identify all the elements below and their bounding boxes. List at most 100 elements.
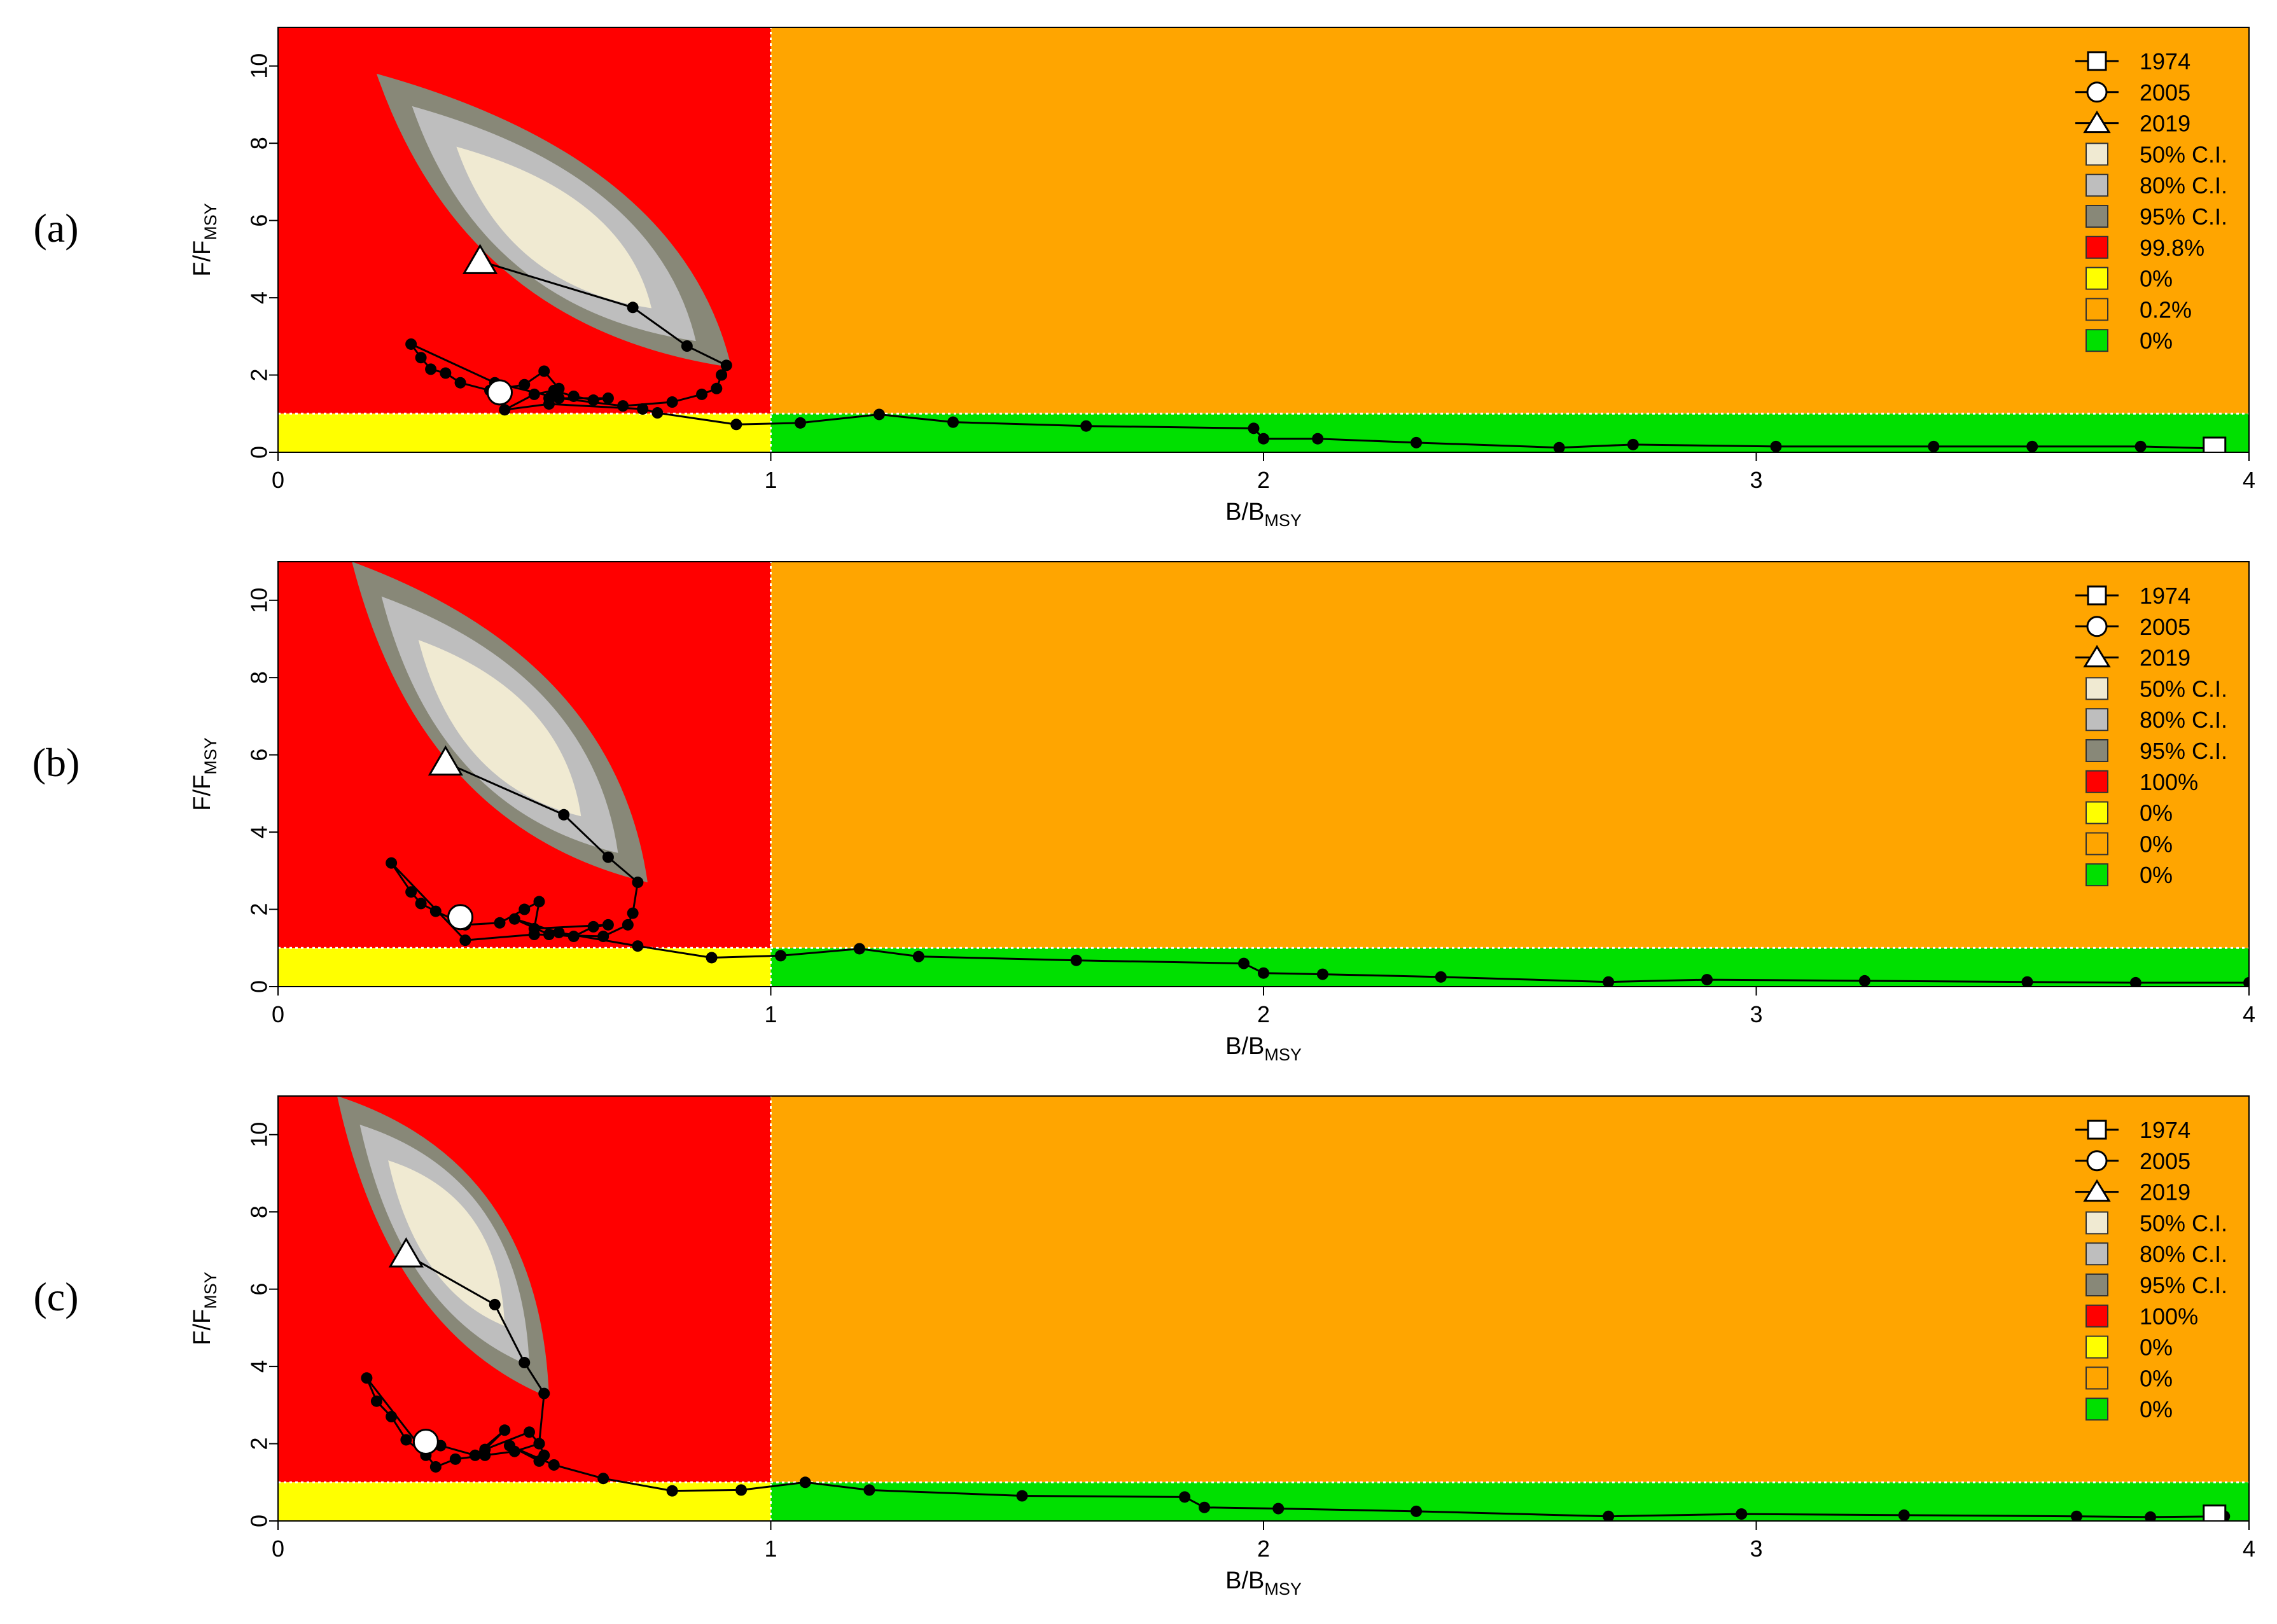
legend-item: 1974	[2075, 1117, 2190, 1143]
legend-swatch	[2086, 174, 2108, 197]
legend-item: 0%	[2086, 862, 2173, 888]
trajectory-point	[553, 382, 565, 394]
x-axis-label-main: B/B	[1225, 1567, 1264, 1594]
legend-label: 1974	[2140, 1117, 2190, 1143]
trajectory-point	[1858, 975, 1870, 987]
y-tick-label: 4	[246, 1360, 272, 1373]
trajectory-point	[716, 369, 728, 381]
trajectory-point	[499, 1424, 511, 1436]
legend-label: 0%	[2140, 862, 2173, 888]
trajectory-point	[912, 950, 924, 962]
trajectory-point	[2070, 1510, 2082, 1521]
trajectory-point	[651, 407, 664, 419]
trajectory-point	[499, 404, 511, 416]
trajectory-point	[425, 363, 437, 375]
x-tick-label: 0	[272, 467, 284, 493]
x-axis: 0 1 2 3 4 B/BMSY	[272, 452, 2255, 530]
legend-swatch	[2086, 267, 2108, 290]
legend: 1974 2005 2019 50% C.I. 80% C.I. 95% C.I. 99.8…	[2075, 48, 2227, 354]
y-tick-label: 0	[246, 980, 272, 993]
trajectory-point	[1258, 433, 1269, 445]
trajectory-point	[696, 388, 708, 400]
end-year-marker	[388, 1237, 424, 1268]
trajectory-point	[415, 352, 427, 364]
trajectory-point	[405, 886, 417, 898]
x-axis-label: B/BMSY	[1225, 1033, 1302, 1064]
legend-label: 100%	[2140, 769, 2198, 795]
y-axis: 0 2 4 6 8 10 F/FMSY	[189, 588, 278, 993]
legend-swatch	[2086, 235, 2108, 259]
trajectory-point	[548, 1459, 560, 1471]
legend-label: 0%	[2140, 800, 2173, 826]
trajectory-point	[449, 1453, 461, 1465]
trajectory-point	[2026, 440, 2038, 452]
y-tick-label: 2	[246, 903, 272, 916]
y-axis-label: F/FMSY	[189, 203, 220, 277]
legend-swatch	[2086, 739, 2108, 762]
trajectory-point	[863, 1484, 875, 1496]
legend-swatch	[2086, 298, 2108, 321]
trajectory-point	[429, 905, 442, 917]
legend-item: 0%	[2086, 328, 2173, 354]
legend-item: 99.8%	[2086, 235, 2204, 261]
legend-item: 50% C.I.	[2086, 676, 2227, 702]
trajectory-point	[1627, 438, 1639, 450]
legend-swatch	[2086, 677, 2108, 700]
y-axis: 0 2 4 6 8 10 F/FMSY	[189, 1122, 278, 1527]
legend-label: 95% C.I.	[2140, 738, 2227, 764]
ci-50-region	[388, 1160, 505, 1326]
trajectory-point	[602, 851, 614, 863]
trajectory-point	[1199, 1501, 1211, 1513]
overfishing-zone	[770, 562, 2249, 948]
legend-item: 95% C.I.	[2086, 1272, 2227, 1298]
trajectory-point	[489, 1298, 501, 1310]
legend-swatch	[2086, 801, 2108, 824]
trajectory	[386, 745, 2277, 994]
trajectory-point	[370, 1395, 382, 1407]
legend-label: 0.2%	[2140, 296, 2192, 323]
trajectory-line	[408, 260, 2215, 450]
legend-label: 2005	[2140, 80, 2190, 106]
trajectory-point	[568, 931, 580, 943]
y-axis-label: F/FMSY	[189, 737, 220, 811]
legend-label: 0%	[2140, 328, 2173, 354]
kobe-panel: 0 1 2 3 4B/BMSY0246810F/FMSY(b)1974200520195…	[32, 561, 2277, 1064]
trajectory-point	[538, 1449, 550, 1461]
y-tick-label: 2	[246, 369, 272, 382]
trajectory-point	[386, 857, 398, 869]
trajectory-point	[2145, 1511, 2157, 1521]
start-year-marker	[2263, 972, 2277, 994]
start-year-marker	[2203, 1504, 2227, 1521]
legend-item: 0%	[2086, 266, 2173, 292]
confidence-regions	[337, 1096, 549, 1398]
y-tick-label: 4	[246, 826, 272, 838]
panel-label: (b)	[32, 740, 80, 785]
trajectory-point	[429, 1461, 442, 1473]
legend-item: 100%	[2086, 769, 2198, 795]
legend-label: 0%	[2140, 1365, 2173, 1391]
y-tick-label: 6	[246, 749, 272, 761]
legend-swatch	[2086, 329, 2108, 352]
legend-label: 2019	[2140, 1179, 2190, 1205]
trajectory-point	[538, 1387, 550, 1399]
overfished-zone	[278, 1482, 771, 1521]
trajectory-point	[587, 920, 599, 933]
trajectory-point	[543, 392, 555, 404]
kobe-panel: 0 1 2 3 4B/BMSY0246810F/FMSY(c)1974200520195…	[33, 1095, 2255, 1599]
legend-label: 50% C.I.	[2140, 676, 2227, 702]
trajectory-point	[597, 1473, 609, 1485]
trajectory-point	[519, 1357, 531, 1369]
trajectory-point	[2021, 976, 2033, 987]
trajectory-point	[1179, 1491, 1191, 1503]
trajectory-point	[2134, 440, 2147, 452]
legend-swatch	[2086, 1398, 2108, 1421]
y-tick-label: 8	[246, 671, 272, 684]
legend-label: 0%	[2140, 1335, 2173, 1361]
legend-label: 0%	[2140, 831, 2173, 857]
ci-50-region	[456, 146, 652, 309]
overfished-zone	[278, 413, 771, 452]
trajectory-point	[528, 388, 540, 400]
x-tick-label: 2	[1257, 1001, 1270, 1027]
y-tick-label: 8	[246, 1205, 272, 1218]
x-tick-label: 0	[272, 1001, 284, 1027]
